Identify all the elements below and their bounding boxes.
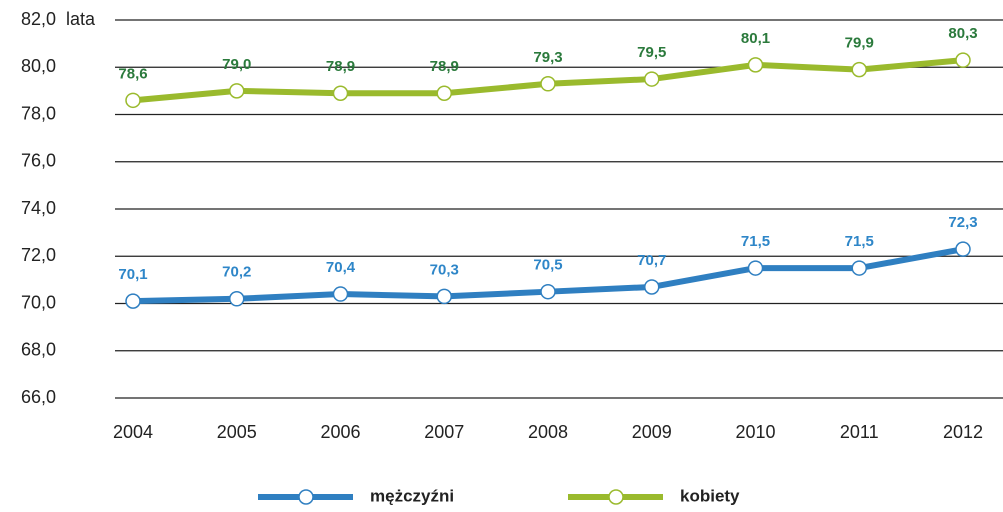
point xyxy=(955,52,971,68)
point xyxy=(229,83,245,99)
point xyxy=(229,291,245,307)
y-tick-label: 66,0 xyxy=(21,387,56,407)
x-tick-label: 2010 xyxy=(735,422,775,442)
point xyxy=(851,260,867,276)
data-label: 80,3 xyxy=(948,25,977,42)
point xyxy=(125,293,141,309)
y-tick-label: 70,0 xyxy=(21,292,56,312)
data-label: 70,4 xyxy=(326,259,356,276)
y-axis-label: lata xyxy=(66,9,96,29)
point xyxy=(332,85,349,101)
point xyxy=(955,241,971,257)
point xyxy=(332,286,349,302)
data-label: 78,9 xyxy=(430,58,459,75)
data-label: 70,1 xyxy=(118,266,147,283)
data-label: 78,6 xyxy=(118,65,147,82)
legend-marker xyxy=(608,489,624,505)
x-tick-label: 2005 xyxy=(217,422,257,442)
point xyxy=(747,260,764,276)
y-tick-label: 76,0 xyxy=(21,151,56,171)
y-tick-label: 68,0 xyxy=(21,340,56,360)
y-tick-label: 78,0 xyxy=(21,103,56,123)
legend-label: kobiety xyxy=(680,486,740,505)
data-label: 80,1 xyxy=(741,30,770,47)
point xyxy=(851,61,867,78)
data-label: 71,5 xyxy=(741,233,770,250)
data-label: 79,0 xyxy=(222,56,251,73)
point xyxy=(436,85,452,101)
data-label: 70,5 xyxy=(533,257,562,274)
y-tick-label: 74,0 xyxy=(21,198,56,218)
data-label: 78,9 xyxy=(326,58,355,75)
x-tick-label: 2012 xyxy=(943,422,983,442)
x-tick-label: 2007 xyxy=(424,422,464,442)
x-tick-label: 2009 xyxy=(632,422,672,442)
y-tick-label: 82,0 xyxy=(21,9,56,29)
x-tick-label: 2004 xyxy=(113,422,153,442)
y-tick-label: 80,0 xyxy=(21,56,56,76)
x-tick-label: 2006 xyxy=(320,422,360,442)
data-label: 79,9 xyxy=(845,35,874,52)
point xyxy=(644,71,660,87)
data-label: 70,7 xyxy=(637,252,666,269)
legend-label: mężczyźni xyxy=(370,486,454,505)
point xyxy=(125,92,141,109)
data-label: 70,3 xyxy=(430,261,459,278)
data-label: 72,3 xyxy=(948,214,977,231)
data-label: 79,5 xyxy=(637,44,666,61)
point xyxy=(540,283,556,300)
x-tick-label: 2011 xyxy=(840,422,879,442)
data-label: 71,5 xyxy=(845,233,874,250)
data-label: 70,2 xyxy=(222,264,251,281)
point xyxy=(644,279,660,295)
point xyxy=(436,288,452,305)
x-tick-label: 2008 xyxy=(528,422,568,442)
data-label: 79,3 xyxy=(533,49,562,66)
point xyxy=(540,76,556,92)
y-tick-label: 72,0 xyxy=(21,245,56,265)
legend-marker xyxy=(298,489,314,505)
point xyxy=(747,57,764,73)
